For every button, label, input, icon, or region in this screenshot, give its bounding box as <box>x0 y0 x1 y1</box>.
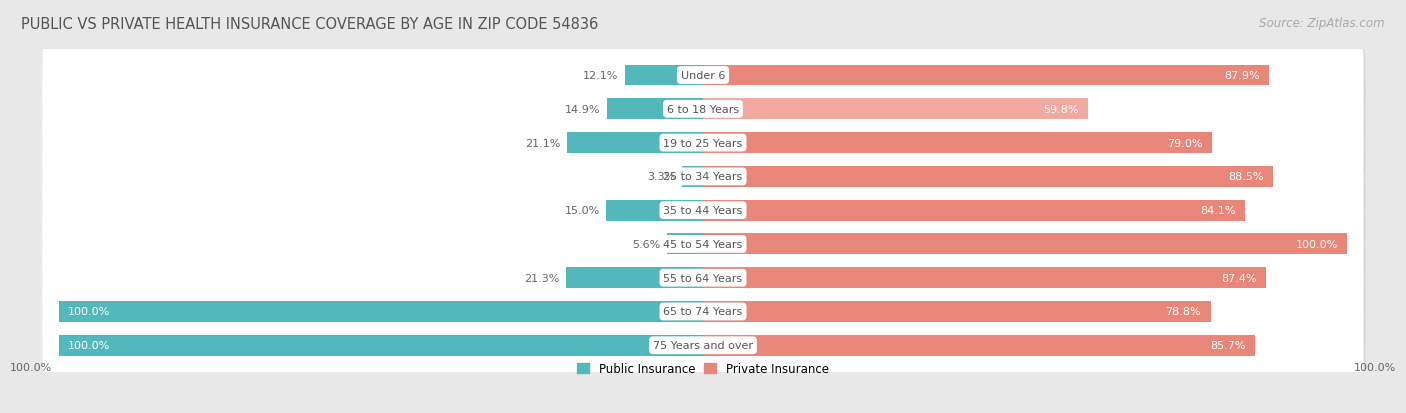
FancyBboxPatch shape <box>45 249 1365 311</box>
FancyBboxPatch shape <box>45 114 1365 176</box>
Text: 78.8%: 78.8% <box>1166 307 1201 317</box>
Bar <box>567 133 703 154</box>
FancyBboxPatch shape <box>45 47 1365 109</box>
Text: 100.0%: 100.0% <box>1354 362 1396 372</box>
Text: 15.0%: 15.0% <box>565 206 600 216</box>
Bar <box>682 166 703 188</box>
Text: Under 6: Under 6 <box>681 71 725 81</box>
Bar <box>703 268 1267 288</box>
Bar <box>703 335 1256 356</box>
FancyBboxPatch shape <box>42 113 1364 174</box>
Text: 35 to 44 Years: 35 to 44 Years <box>664 206 742 216</box>
Legend: Public Insurance, Private Insurance: Public Insurance, Private Insurance <box>578 363 828 375</box>
Bar <box>606 200 703 221</box>
Bar <box>703 166 1274 188</box>
Text: 100.0%: 100.0% <box>69 307 111 317</box>
Bar <box>703 99 1088 120</box>
FancyBboxPatch shape <box>45 283 1365 344</box>
Text: 6 to 18 Years: 6 to 18 Years <box>666 104 740 114</box>
Text: 88.5%: 88.5% <box>1229 172 1264 182</box>
Text: 100.0%: 100.0% <box>1295 240 1337 249</box>
FancyBboxPatch shape <box>45 216 1365 277</box>
Text: 5.6%: 5.6% <box>633 240 661 249</box>
FancyBboxPatch shape <box>45 182 1365 243</box>
Text: 87.4%: 87.4% <box>1220 273 1257 283</box>
Text: 85.7%: 85.7% <box>1211 340 1246 350</box>
Text: 79.0%: 79.0% <box>1167 138 1202 148</box>
FancyBboxPatch shape <box>42 247 1364 309</box>
Bar <box>626 65 703 86</box>
Text: PUBLIC VS PRIVATE HEALTH INSURANCE COVERAGE BY AGE IN ZIP CODE 54836: PUBLIC VS PRIVATE HEALTH INSURANCE COVER… <box>21 17 599 31</box>
FancyBboxPatch shape <box>42 45 1364 107</box>
Text: 59.8%: 59.8% <box>1043 104 1078 114</box>
FancyBboxPatch shape <box>42 315 1364 376</box>
Text: 100.0%: 100.0% <box>10 362 52 372</box>
Bar <box>666 234 703 255</box>
Bar <box>703 133 1212 154</box>
Bar <box>59 301 703 322</box>
Bar <box>703 200 1244 221</box>
Text: 3.3%: 3.3% <box>647 172 675 182</box>
Text: 21.3%: 21.3% <box>524 273 560 283</box>
Text: 65 to 74 Years: 65 to 74 Years <box>664 307 742 317</box>
Text: 25 to 34 Years: 25 to 34 Years <box>664 172 742 182</box>
Text: 87.9%: 87.9% <box>1225 71 1260 81</box>
Bar <box>703 234 1347 255</box>
FancyBboxPatch shape <box>42 180 1364 241</box>
Text: 100.0%: 100.0% <box>69 340 111 350</box>
FancyBboxPatch shape <box>45 317 1365 378</box>
Bar <box>565 268 703 288</box>
Text: 21.1%: 21.1% <box>526 138 561 148</box>
FancyBboxPatch shape <box>45 148 1365 210</box>
Text: 55 to 64 Years: 55 to 64 Years <box>664 273 742 283</box>
FancyBboxPatch shape <box>42 146 1364 208</box>
FancyBboxPatch shape <box>42 79 1364 140</box>
FancyBboxPatch shape <box>45 81 1365 142</box>
Text: 75 Years and over: 75 Years and over <box>652 340 754 350</box>
Text: 45 to 54 Years: 45 to 54 Years <box>664 240 742 249</box>
FancyBboxPatch shape <box>42 214 1364 275</box>
Bar <box>59 335 703 356</box>
Text: 14.9%: 14.9% <box>565 104 600 114</box>
Text: 12.1%: 12.1% <box>583 71 619 81</box>
Bar <box>703 301 1211 322</box>
Text: 19 to 25 Years: 19 to 25 Years <box>664 138 742 148</box>
Text: Source: ZipAtlas.com: Source: ZipAtlas.com <box>1260 17 1385 29</box>
Text: 84.1%: 84.1% <box>1199 206 1236 216</box>
FancyBboxPatch shape <box>42 281 1364 342</box>
Bar <box>607 99 703 120</box>
Bar <box>703 65 1270 86</box>
